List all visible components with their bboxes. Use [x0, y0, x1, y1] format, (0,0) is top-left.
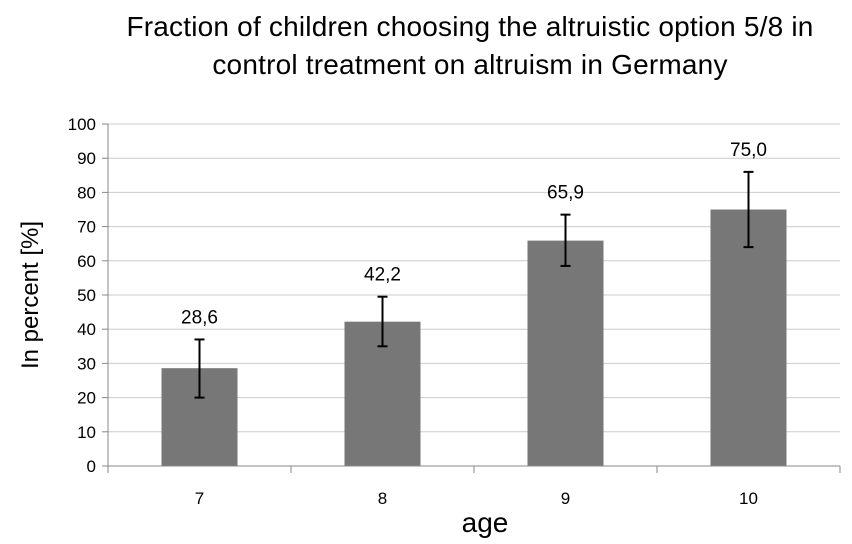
x-axis-title: age	[462, 507, 509, 538]
y-tick-label: 80	[77, 183, 96, 202]
y-tick-label: 40	[77, 320, 96, 339]
data-label: 75,0	[730, 140, 767, 161]
bars	[161, 170, 787, 466]
bar	[710, 209, 787, 466]
data-label: 42,2	[364, 265, 401, 286]
y-tick-label: 50	[77, 286, 96, 305]
data-label: 28,6	[181, 307, 218, 328]
y-tick-label: 100	[68, 115, 96, 134]
y-tick-label: 30	[77, 354, 96, 373]
chart-title: Fraction of children choosing the altrui…	[126, 11, 814, 80]
x-tick-label: 10	[739, 489, 758, 508]
data-label: 65,9	[547, 183, 584, 204]
y-tick-label: 70	[77, 218, 96, 237]
y-tick-label: 60	[77, 252, 96, 271]
bar	[527, 240, 604, 466]
y-tick-label: 0	[87, 457, 96, 476]
x-tick-label: 9	[561, 489, 570, 508]
y-axis-title: In percent [%]	[17, 221, 44, 369]
x-tick-label: 7	[195, 489, 204, 508]
x-tick-label: 8	[378, 489, 387, 508]
y-tick-label: 20	[77, 389, 96, 408]
axes	[102, 123, 841, 473]
labels: 0 10 20 30 40 50 60 70 80 90 100 28,6 7 42,2 8 65,9 9 75,…	[68, 115, 767, 508]
y-tick-label: 90	[77, 149, 96, 168]
y-tick-label: 10	[77, 423, 96, 442]
